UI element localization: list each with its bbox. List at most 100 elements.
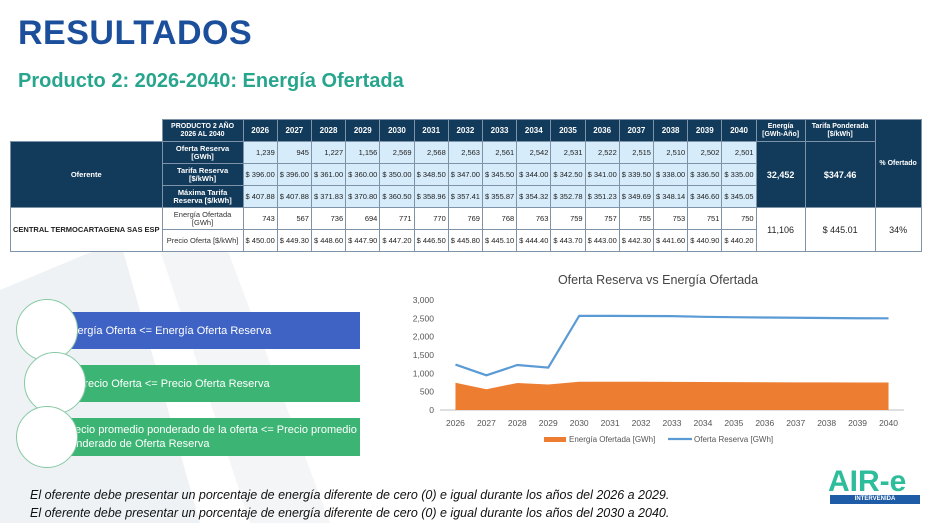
table-cell: $ 450.00 <box>242 229 278 252</box>
table-cell: $ 346.60 <box>687 185 723 208</box>
table-cell: 2,501 <box>721 141 757 164</box>
year-header: 2032 <box>447 119 483 142</box>
table-cell: $ 445.10 <box>481 229 518 252</box>
reserva-energia-total: 32,452 <box>755 141 806 208</box>
table-cell: 1,239 <box>242 141 278 164</box>
table-cell: $ 445.80 <box>447 229 483 252</box>
table-cell: 743 <box>242 207 278 230</box>
product-header: PRODUCTO 2 AÑO 2026 AL 2040 <box>161 119 244 142</box>
table-cell: $ 440.90 <box>687 229 723 252</box>
year-header: 2036 <box>584 119 620 142</box>
table-cell: $ 335.00 <box>721 163 757 186</box>
x-tick-label: 2038 <box>817 418 836 428</box>
x-tick-label: 2036 <box>755 418 774 428</box>
oferente-tarifa-total: $ 445.01 <box>804 207 876 252</box>
table-cell: $ 358.96 <box>413 185 449 208</box>
x-tick-label: 2026 <box>446 418 465 428</box>
table-cell: 755 <box>618 207 654 230</box>
table-cell: 770 <box>413 207 449 230</box>
results-table: PRODUCTO 2 AÑO 2026 AL 2040 2026 2027 20… <box>10 119 922 252</box>
table-cell: $ 344.00 <box>516 163 552 186</box>
condition-circle <box>16 406 78 468</box>
table-cell: 771 <box>379 207 415 230</box>
table-cell: $ 370.80 <box>345 185 381 208</box>
year-header: 2033 <box>481 119 518 142</box>
table-cell: $ 448.60 <box>310 229 347 252</box>
table-cell: 2,568 <box>413 141 449 164</box>
legend-label: Energía Ofertada [GWh] <box>569 435 655 444</box>
table-cell: 694 <box>345 207 381 230</box>
year-header: 2038 <box>652 119 689 142</box>
condition-text: Precio promedio ponderado de la oferta <… <box>64 424 357 450</box>
table-cell: $ 443.00 <box>584 229 620 252</box>
table-cell: 768 <box>481 207 518 230</box>
chart-title: Oferta Reserva vs Energía Ofertada <box>558 273 758 287</box>
table-cell: $ 338.00 <box>652 163 689 186</box>
page-title: RESULTADOS <box>18 14 253 52</box>
x-tick-label: 2032 <box>632 418 651 428</box>
table-cell: $ 360.50 <box>379 185 415 208</box>
condition-bar: Precio promedio ponderado de la oferta <… <box>40 418 360 456</box>
table-cell: $ 442.30 <box>618 229 654 252</box>
table-cell: 945 <box>276 141 312 164</box>
oferente-header: Oferente <box>10 141 163 208</box>
energia-header: Energía [GWh-Año] <box>755 119 806 142</box>
table-cell: 763 <box>516 207 552 230</box>
area-line-chart: Oferta Reserva vs Energía Ofertada 0 500 1… <box>413 273 904 444</box>
year-header: 2029 <box>345 119 381 142</box>
year-header: 2037 <box>618 119 654 142</box>
y-tick-label: 3,000 <box>413 295 435 305</box>
x-tick-label: 2039 <box>848 418 867 428</box>
table-cell: 757 <box>584 207 620 230</box>
table-cell: 2,522 <box>584 141 620 164</box>
oferente-energia-total: 11,106 <box>755 207 806 252</box>
table-cell: $ 447.90 <box>345 229 381 252</box>
table-cell: $ 336.50 <box>687 163 723 186</box>
table-cell: $ 350.00 <box>379 163 415 186</box>
table-cell: $ 351.23 <box>584 185 620 208</box>
year-header: 2040 <box>721 119 757 142</box>
table-cell: $ 357.41 <box>447 185 483 208</box>
table-cell: 750 <box>721 207 757 230</box>
table-cell: $ 339.50 <box>618 163 654 186</box>
table-cell: $ 447.20 <box>379 229 415 252</box>
table-cell: $ 349.69 <box>618 185 654 208</box>
table-cell: 2,563 <box>447 141 483 164</box>
table-cell: 2,569 <box>379 141 415 164</box>
year-header: 2026 <box>242 119 278 142</box>
table-cell: 2,561 <box>481 141 518 164</box>
y-tick-label: 0 <box>429 405 434 415</box>
table-cell: $ 407.88 <box>242 185 278 208</box>
table-cell: $ 348.14 <box>652 185 689 208</box>
x-tick-label: 2034 <box>693 418 712 428</box>
table-cell: 1,156 <box>345 141 381 164</box>
x-tick-label: 2028 <box>508 418 527 428</box>
line-series-oferta-reserva <box>455 314 889 377</box>
table-cell: 736 <box>310 207 347 230</box>
legend-swatch <box>544 437 566 442</box>
table-cell: $ 441.60 <box>652 229 689 252</box>
note-text: El oferente debe presentar un porcentaje… <box>30 506 670 520</box>
legend-label: Oferta Reserva [GWh] <box>694 435 773 444</box>
table-cell: $ 440.20 <box>721 229 757 252</box>
table-cell: 769 <box>447 207 483 230</box>
condition-text: Energía Oferta <= Energía Oferta Reserva <box>64 324 272 337</box>
oferente-pct: 34% <box>874 207 922 252</box>
x-tick-label: 2031 <box>601 418 620 428</box>
row-label: Oferta Reserva [GWh] <box>161 141 244 164</box>
x-tick-label: 2040 <box>879 418 898 428</box>
y-tick-label: 1,000 <box>413 368 435 378</box>
year-header: 2035 <box>550 119 586 142</box>
page-subtitle: Producto 2: 2026-2040: Energía Ofertada <box>18 70 404 92</box>
table-cell: $ 352.78 <box>550 185 586 208</box>
table-cell: $ 449.30 <box>276 229 312 252</box>
blank-cell <box>11 120 163 142</box>
area-series-energia-ofertada <box>455 381 889 410</box>
table-cell: 2,510 <box>652 141 689 164</box>
table-cell: $ 342.50 <box>550 163 586 186</box>
table-cell: $ 345.50 <box>481 163 518 186</box>
table-cell: 751 <box>687 207 723 230</box>
table-cell: $ 443.70 <box>550 229 586 252</box>
x-tick-label: 2033 <box>663 418 682 428</box>
y-tick-label: 2,000 <box>413 332 435 342</box>
